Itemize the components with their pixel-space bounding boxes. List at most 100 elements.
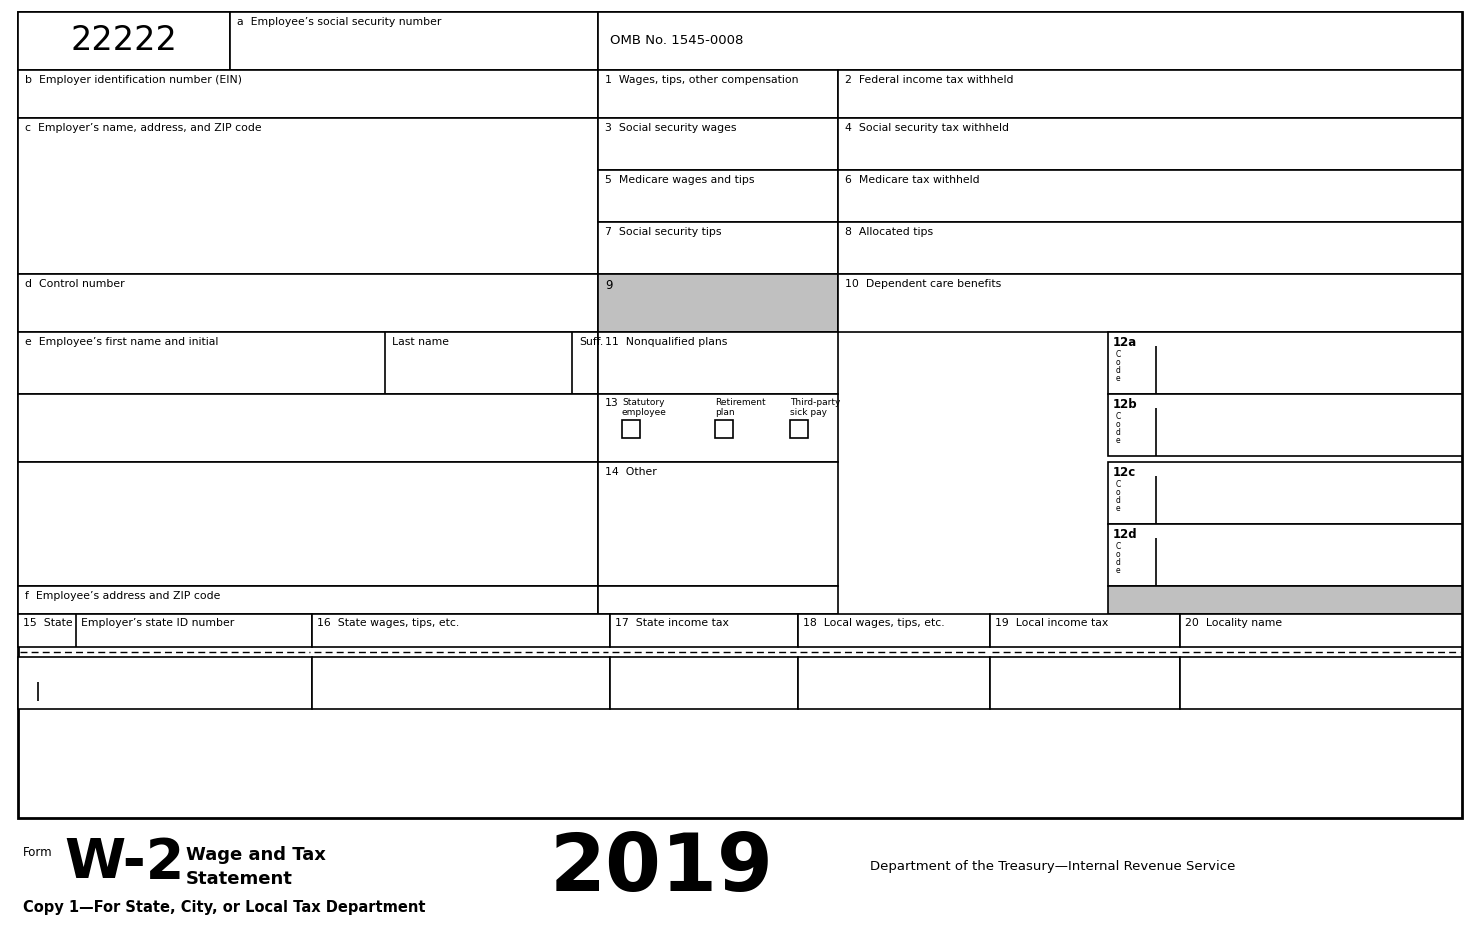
Bar <box>313 614 611 647</box>
Text: 2  Federal income tax withheld: 2 Federal income tax withheld <box>845 75 1014 85</box>
Text: 2019: 2019 <box>550 830 774 908</box>
Text: Retirement: Retirement <box>714 398 766 407</box>
Text: 17  State income tax: 17 State income tax <box>615 618 729 628</box>
Text: e: e <box>1116 374 1120 383</box>
Text: OMB No. 1545-0008: OMB No. 1545-0008 <box>611 35 744 48</box>
Text: 4  Social security tax withheld: 4 Social security tax withheld <box>845 123 1009 133</box>
Bar <box>599 586 837 614</box>
Text: a  Employee’s social security number: a Employee’s social security number <box>237 17 442 27</box>
Bar <box>837 118 1463 170</box>
Bar <box>611 614 797 647</box>
Text: Third-party: Third-party <box>790 398 840 407</box>
Bar <box>1180 657 1463 709</box>
Bar <box>599 394 837 462</box>
Bar <box>18 118 599 274</box>
Bar <box>837 170 1463 222</box>
Text: W-2: W-2 <box>64 836 184 890</box>
Text: d  Control number: d Control number <box>25 279 124 289</box>
Bar <box>1109 332 1463 394</box>
Bar <box>1109 524 1463 586</box>
Text: 14  Other: 14 Other <box>605 467 657 477</box>
Text: 6  Medicare tax withheld: 6 Medicare tax withheld <box>845 175 980 185</box>
Text: e: e <box>1116 436 1120 445</box>
Text: o: o <box>1116 488 1120 497</box>
Bar <box>18 394 599 462</box>
Text: 15  State: 15 State <box>24 618 73 628</box>
Text: 8  Allocated tips: 8 Allocated tips <box>845 227 934 237</box>
Bar <box>1109 586 1463 614</box>
Bar <box>837 274 1463 332</box>
Bar <box>599 222 837 274</box>
Text: e: e <box>1116 504 1120 513</box>
Text: c  Employer’s name, address, and ZIP code: c Employer’s name, address, and ZIP code <box>25 123 262 133</box>
Bar <box>837 70 1463 118</box>
Text: Statutory: Statutory <box>622 398 664 407</box>
Text: d: d <box>1116 558 1120 567</box>
Text: 12b: 12b <box>1113 398 1138 411</box>
Bar <box>1109 394 1463 456</box>
Bar <box>230 12 599 70</box>
Text: 10  Dependent care benefits: 10 Dependent care benefits <box>845 279 1002 289</box>
Bar <box>18 12 230 70</box>
Bar <box>599 70 837 118</box>
Bar <box>714 420 734 438</box>
Bar <box>18 12 1463 818</box>
Text: plan: plan <box>714 408 735 417</box>
Text: o: o <box>1116 420 1120 429</box>
Text: 20  Locality name: 20 Locality name <box>1186 618 1282 628</box>
Text: Suff.: Suff. <box>579 337 603 347</box>
Bar <box>599 12 1463 70</box>
Bar <box>790 420 808 438</box>
Bar <box>18 274 599 332</box>
Text: 1  Wages, tips, other compensation: 1 Wages, tips, other compensation <box>605 75 799 85</box>
Bar <box>599 170 837 222</box>
Text: 5  Medicare wages and tips: 5 Medicare wages and tips <box>605 175 754 185</box>
Bar <box>622 420 640 438</box>
Text: Last name: Last name <box>393 337 449 347</box>
Text: 7  Social security tips: 7 Social security tips <box>605 227 722 237</box>
Bar <box>990 614 1180 647</box>
Bar <box>599 118 837 170</box>
Text: 19  Local income tax: 19 Local income tax <box>994 618 1109 628</box>
Text: C: C <box>1116 480 1122 489</box>
Text: b  Employer identification number (EIN): b Employer identification number (EIN) <box>25 75 242 85</box>
Bar <box>18 657 313 709</box>
Text: d: d <box>1116 428 1120 437</box>
Bar <box>837 222 1463 274</box>
Bar <box>599 332 837 394</box>
Text: e  Employee’s first name and initial: e Employee’s first name and initial <box>25 337 218 347</box>
Text: Wage and Tax: Wage and Tax <box>187 846 326 864</box>
Text: 12a: 12a <box>1113 336 1137 349</box>
Bar <box>1109 462 1463 524</box>
Bar <box>611 657 797 709</box>
Text: 18  Local wages, tips, etc.: 18 Local wages, tips, etc. <box>803 618 944 628</box>
Bar <box>599 462 837 586</box>
Text: 12d: 12d <box>1113 528 1138 541</box>
Text: C: C <box>1116 412 1122 421</box>
Text: employee: employee <box>622 408 667 417</box>
Text: 13: 13 <box>605 398 619 408</box>
Bar <box>18 586 599 614</box>
Text: d: d <box>1116 496 1120 505</box>
Bar <box>18 462 599 586</box>
Bar <box>797 614 990 647</box>
Text: sick pay: sick pay <box>790 408 827 417</box>
Bar <box>18 70 599 118</box>
Text: Form: Form <box>24 846 53 859</box>
Bar <box>990 657 1180 709</box>
Text: d: d <box>1116 366 1120 375</box>
Text: 11  Nonqualified plans: 11 Nonqualified plans <box>605 337 728 347</box>
Text: e: e <box>1116 566 1120 575</box>
Text: f  Employee’s address and ZIP code: f Employee’s address and ZIP code <box>25 591 221 601</box>
Text: 9: 9 <box>605 279 612 292</box>
Text: Department of the Treasury—Internal Revenue Service: Department of the Treasury—Internal Reve… <box>870 860 1236 873</box>
Bar <box>18 332 599 394</box>
Text: C: C <box>1116 350 1122 359</box>
Text: C: C <box>1116 542 1122 551</box>
Text: o: o <box>1116 358 1120 367</box>
Text: Copy 1—For State, City, or Local Tax Department: Copy 1—For State, City, or Local Tax Dep… <box>24 900 425 915</box>
Text: 22222: 22222 <box>71 24 178 57</box>
Text: o: o <box>1116 550 1120 559</box>
Bar <box>599 274 837 332</box>
Bar <box>1180 614 1463 647</box>
